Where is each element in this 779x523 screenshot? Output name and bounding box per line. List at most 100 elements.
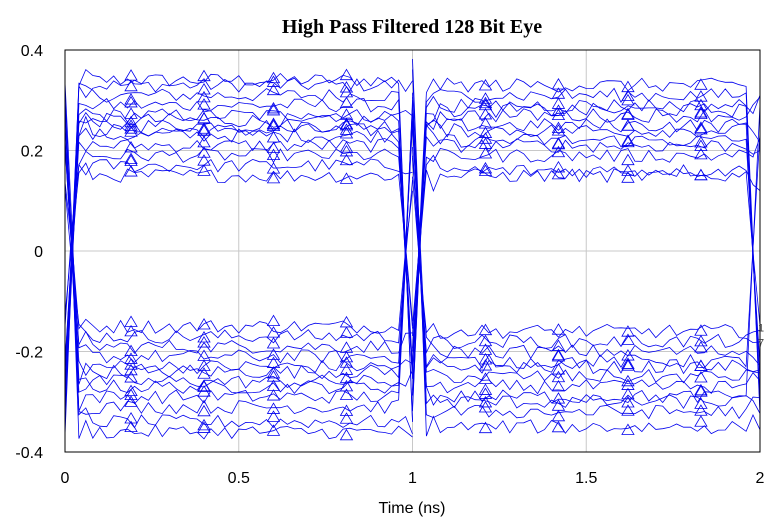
sample-marker (478, 79, 493, 91)
sample-marker (551, 121, 566, 133)
sample-marker (339, 363, 354, 375)
sample-marker (124, 363, 138, 376)
sample-marker (621, 93, 635, 106)
eye-trace-low-2 (412, 58, 761, 437)
sample-marker (621, 333, 635, 345)
sample-marker (478, 359, 493, 371)
edge-label: 7 (758, 337, 764, 349)
sample-marker (266, 424, 281, 436)
sample-marker (197, 83, 211, 95)
sample-marker (266, 402, 281, 414)
sample-marker (197, 418, 211, 431)
sample-marker (197, 122, 211, 134)
sample-marker (339, 119, 354, 131)
sample-marker (197, 421, 211, 433)
eye-trace-high-2 (412, 137, 761, 371)
eye-trace-high-2 (412, 95, 761, 407)
sample-marker (197, 98, 211, 110)
sample-marker (339, 388, 354, 400)
sample-marker (339, 172, 354, 184)
eye-trace-high-1 (64, 127, 413, 379)
plot-frame (64, 49, 761, 453)
sample-marker (266, 103, 281, 116)
eye-trace-low-1 (64, 81, 413, 395)
sample-marker (621, 325, 635, 337)
sample-marker (266, 148, 281, 161)
eye-trace-high-1 (64, 82, 413, 423)
eye-trace-low-1 (64, 107, 413, 412)
eye-trace-high-2 (412, 95, 761, 416)
sample-marker (339, 356, 354, 368)
sample-marker (339, 315, 354, 328)
sample-marker (197, 164, 211, 176)
sample-marker (694, 324, 708, 336)
sample-marker (478, 147, 493, 159)
sample-marker (266, 389, 281, 401)
sample-marker (478, 96, 493, 109)
eye-trace-low-2 (412, 128, 761, 384)
sample-marker (124, 79, 138, 92)
x-tick-label: 1 (408, 470, 417, 487)
sample-marker (124, 119, 138, 131)
eye-trace-high-1 (64, 77, 413, 436)
sample-marker (197, 69, 211, 82)
x-tick-label: 0.5 (228, 470, 250, 487)
sample-marker (551, 363, 566, 375)
sample-marker (621, 357, 635, 369)
sample-marker (197, 124, 211, 136)
y-tick-label: 0.4 (21, 43, 43, 60)
sample-marker (266, 75, 281, 87)
eye-trace-high-1 (64, 138, 413, 368)
sample-marker (124, 122, 138, 134)
sample-marker (551, 349, 566, 362)
sample-marker (551, 420, 566, 433)
sample-marker (694, 122, 708, 135)
sample-marker (551, 77, 566, 90)
eye-trace-low-1 (64, 98, 413, 440)
eye-trace-low-2 (412, 155, 761, 354)
sample-marker (124, 115, 138, 128)
eye-trace-low-1 (64, 182, 413, 334)
sample-marker (339, 153, 354, 166)
sample-marker (694, 383, 708, 396)
sample-marker (124, 352, 138, 364)
sample-marker (478, 372, 493, 384)
eye-trace-high-2 (412, 87, 761, 400)
sample-marker (621, 164, 635, 176)
sample-marker (339, 117, 354, 130)
eye-trace-low-2 (412, 112, 761, 375)
sample-marker (197, 112, 211, 124)
sample-marker (694, 334, 708, 347)
sample-marker (197, 146, 211, 158)
eye-trace-low-1 (64, 123, 413, 364)
sample-marker (621, 171, 635, 183)
sample-marker (621, 423, 635, 435)
sample-marker (478, 395, 493, 408)
sample-marker (621, 107, 635, 120)
sample-marker (124, 344, 138, 357)
sample-marker (551, 323, 566, 335)
sample-marker (478, 164, 493, 176)
sample-marker (478, 323, 493, 336)
sample-marker (694, 106, 708, 118)
y-tick-label: -0.4 (15, 445, 43, 462)
sample-marker (339, 326, 354, 338)
sample-marker (197, 111, 211, 124)
sample-marker (124, 324, 138, 337)
sample-marker (551, 167, 566, 180)
sample-marker (478, 387, 493, 399)
eye-trace-low-1 (64, 138, 413, 354)
sample-marker (266, 71, 281, 84)
sample-marker (621, 374, 635, 387)
sample-marker (551, 409, 566, 422)
sample-marker (197, 154, 211, 166)
sample-marker (478, 98, 493, 111)
sample-marker (339, 404, 354, 416)
sample-marker (621, 378, 635, 390)
eye-trace-high-1 (64, 112, 413, 375)
sample-marker (551, 160, 566, 173)
sample-marker (197, 90, 211, 103)
eye-trace-high-1 (64, 118, 413, 399)
sample-marker (124, 140, 138, 153)
sample-marker (339, 379, 354, 392)
